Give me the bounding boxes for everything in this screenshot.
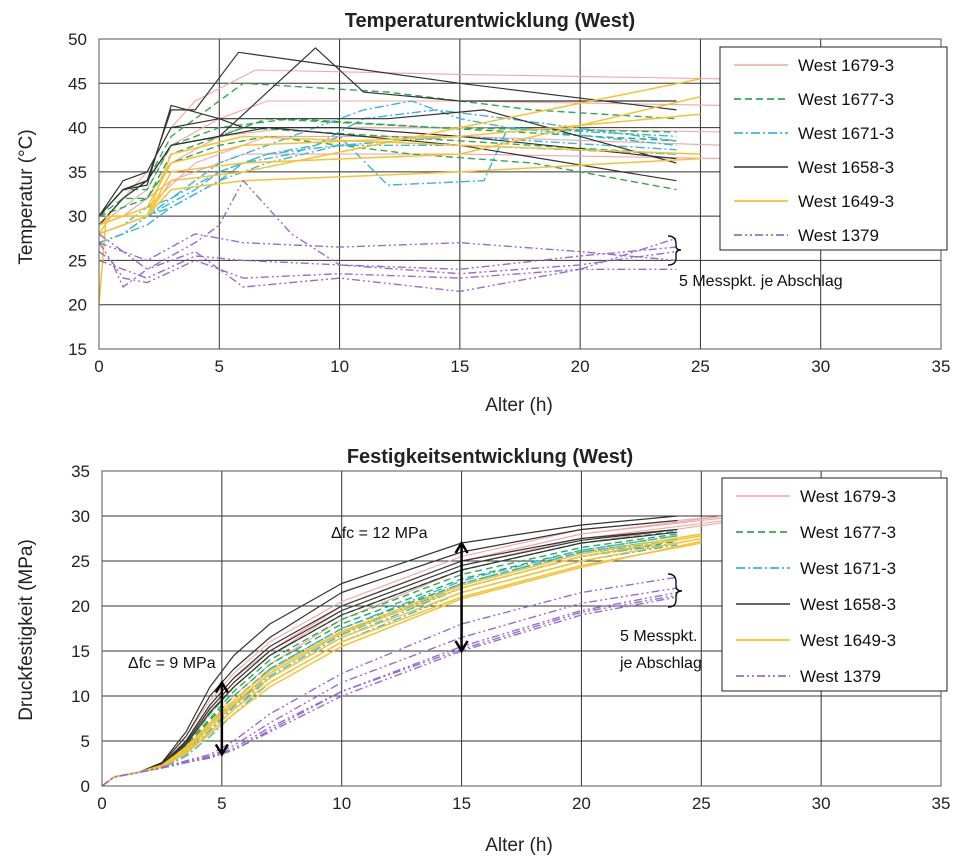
temperature-y-axis-label: Temperatur (°C)	[16, 129, 37, 264]
strength-x-tick-label: 25	[692, 794, 711, 813]
strength-x-ticks: 0 5 10 15 20 25 30 35	[97, 794, 950, 813]
strength-x-tick-label: 10	[332, 794, 351, 813]
temperature-x-tick-label: 35	[932, 357, 951, 376]
temperature-series-2-line-0	[98, 100, 677, 235]
temperature-legend-label: West 1379	[798, 226, 879, 245]
strength-chart-title: Festigkeitsentwicklung (West)	[347, 446, 633, 468]
strength-legend-label: West 1649-3	[800, 631, 896, 650]
strength-y-tick-label: 30	[71, 507, 90, 526]
strength-y-axis-label: Druckfestigkeit (MPa)	[16, 539, 37, 721]
temperature-x-tick-label: 5	[215, 357, 224, 376]
strength-x-tick-label: 5	[217, 794, 226, 813]
strength-x-tick-label: 15	[452, 794, 471, 813]
strength-legend-label: West 1677-3	[800, 523, 896, 542]
strength-legend-label: West 1679-3	[800, 487, 896, 506]
strength-delta-arrow	[454, 540, 469, 654]
strength-delta-9-label: Δfc = 9 MPa	[128, 655, 216, 672]
strength-x-axis-label: Alter (h)	[485, 835, 553, 856]
temperature-chart-title: Temperaturentwicklung (West)	[345, 10, 635, 32]
strength-y-tick-label: 5	[81, 732, 90, 751]
temperature-y-tick-label: 30	[68, 207, 87, 226]
temperature-legend-label: West 1658-3	[798, 158, 894, 177]
temperature-x-axis-label: Alter (h)	[485, 395, 553, 416]
temperature-y-tick-label: 25	[68, 251, 87, 270]
temperature-y-tick-label: 50	[68, 30, 87, 49]
temperature-series-5-line-3	[98, 180, 677, 270]
temperature-series-4-line-4	[98, 157, 701, 235]
temperature-series-4-line-3	[98, 135, 701, 226]
strength-chart: Festigkeitsentwicklung (West) 0 5 10 15 20 25…	[16, 446, 950, 856]
temperature-annotation-text: 5 Messpkt. je Abschlag	[679, 273, 843, 290]
temperature-x-tick-label: 0	[94, 357, 103, 376]
strength-x-tick-label: 35	[932, 794, 951, 813]
strength-delta-12-label: Δfc = 12 MPa	[331, 525, 428, 542]
temperature-series-4-line-0	[98, 78, 701, 305]
temperature-x-tick-label: 30	[811, 357, 830, 376]
temperature-series-0-line-4	[98, 135, 725, 226]
strength-series-5-line-2	[101, 587, 678, 787]
temperature-legend-box	[719, 46, 948, 251]
strength-y-tick-label: 10	[71, 687, 90, 706]
temperature-series-3-line-3	[98, 109, 677, 217]
temperature-series-5-line-1	[98, 242, 677, 284]
strength-bracket	[667, 573, 683, 608]
temperature-x-tick-label: 20	[571, 357, 590, 376]
strength-x-tick-label: 30	[812, 794, 831, 813]
temperature-series-2-line-4	[98, 144, 677, 244]
temperature-series-0-line-1	[98, 100, 725, 226]
temperature-y-tick-label: 35	[68, 163, 87, 182]
strength-y-tick-label: 20	[71, 597, 90, 616]
temperature-legend-label: West 1679-3	[798, 56, 894, 75]
temperature-series-lines	[98, 47, 725, 305]
temperature-y-tick-label: 15	[68, 340, 87, 359]
strength-legend: West 1679-3 West 1677-3 West 1671-3 West 16…	[721, 477, 948, 692]
temperature-chart: Temperaturentwicklung (West) 0 5 10 15 20 25 3…	[16, 10, 950, 416]
strength-y-tick-label: 15	[71, 642, 90, 661]
strength-x-tick-label: 20	[572, 794, 591, 813]
temperature-legend-label: West 1671-3	[798, 124, 894, 143]
temperature-y-tick-label: 45	[68, 74, 87, 93]
strength-bracket-annotation: 5 Messpkt. je Abschlag	[619, 573, 702, 672]
temperature-series-5-line-2	[98, 233, 677, 262]
temperature-x-ticks: 0 5 10 15 20 25 30 35	[94, 357, 950, 376]
temperature-y-tick-label: 20	[68, 296, 87, 315]
strength-y-tick-label: 0	[81, 777, 90, 796]
temperature-legend: West 1679-3 West 1677-3 West 1671-3 West 16…	[719, 46, 948, 251]
temperature-x-tick-label: 25	[691, 357, 710, 376]
temperature-bracket	[667, 235, 682, 266]
strength-annotation-line2: je Abschlag	[619, 655, 702, 672]
strength-legend-label: West 1379	[800, 667, 881, 686]
strength-y-tick-label: 25	[71, 552, 90, 571]
strength-annotation-line1: 5 Messpkt.	[620, 628, 697, 645]
strength-legend-box	[721, 477, 948, 692]
strength-y-tick-label: 35	[71, 462, 90, 481]
strength-x-tick-label: 0	[97, 794, 106, 813]
temperature-series-5-line-4	[98, 250, 677, 279]
strength-delta-arrow	[214, 680, 229, 757]
temperature-series-5-line-0	[98, 237, 677, 293]
temperature-series-3-line-4	[98, 47, 677, 217]
temperature-series-0-line-0	[98, 69, 725, 226]
temperature-x-tick-label: 10	[330, 357, 349, 376]
temperature-legend-label: West 1677-3	[798, 90, 894, 109]
temperature-bracket-annotation: 5 Messpkt. je Abschlag	[667, 235, 843, 290]
temperature-series-1-line-4	[98, 118, 677, 217]
temperature-series-2-line-3	[98, 135, 677, 244]
strength-series-5-line-0	[101, 596, 678, 787]
strength-y-ticks: 0 5 10 15 20 25 30 35	[71, 462, 90, 796]
temperature-legend-label: West 1649-3	[798, 192, 894, 211]
temperature-y-tick-label: 40	[68, 119, 87, 138]
temperature-series-2-line-1	[98, 126, 677, 244]
strength-delta-arrows	[214, 540, 469, 757]
temperature-y-ticks: 15 20 25 30 35 40 45 50	[68, 30, 87, 359]
temperature-series-1-line-2	[98, 135, 677, 217]
strength-legend-label: West 1658-3	[800, 595, 896, 614]
temperature-series-4-line-1	[98, 95, 701, 235]
temperature-x-tick-label: 15	[450, 357, 469, 376]
strength-legend-label: West 1671-3	[800, 559, 896, 578]
